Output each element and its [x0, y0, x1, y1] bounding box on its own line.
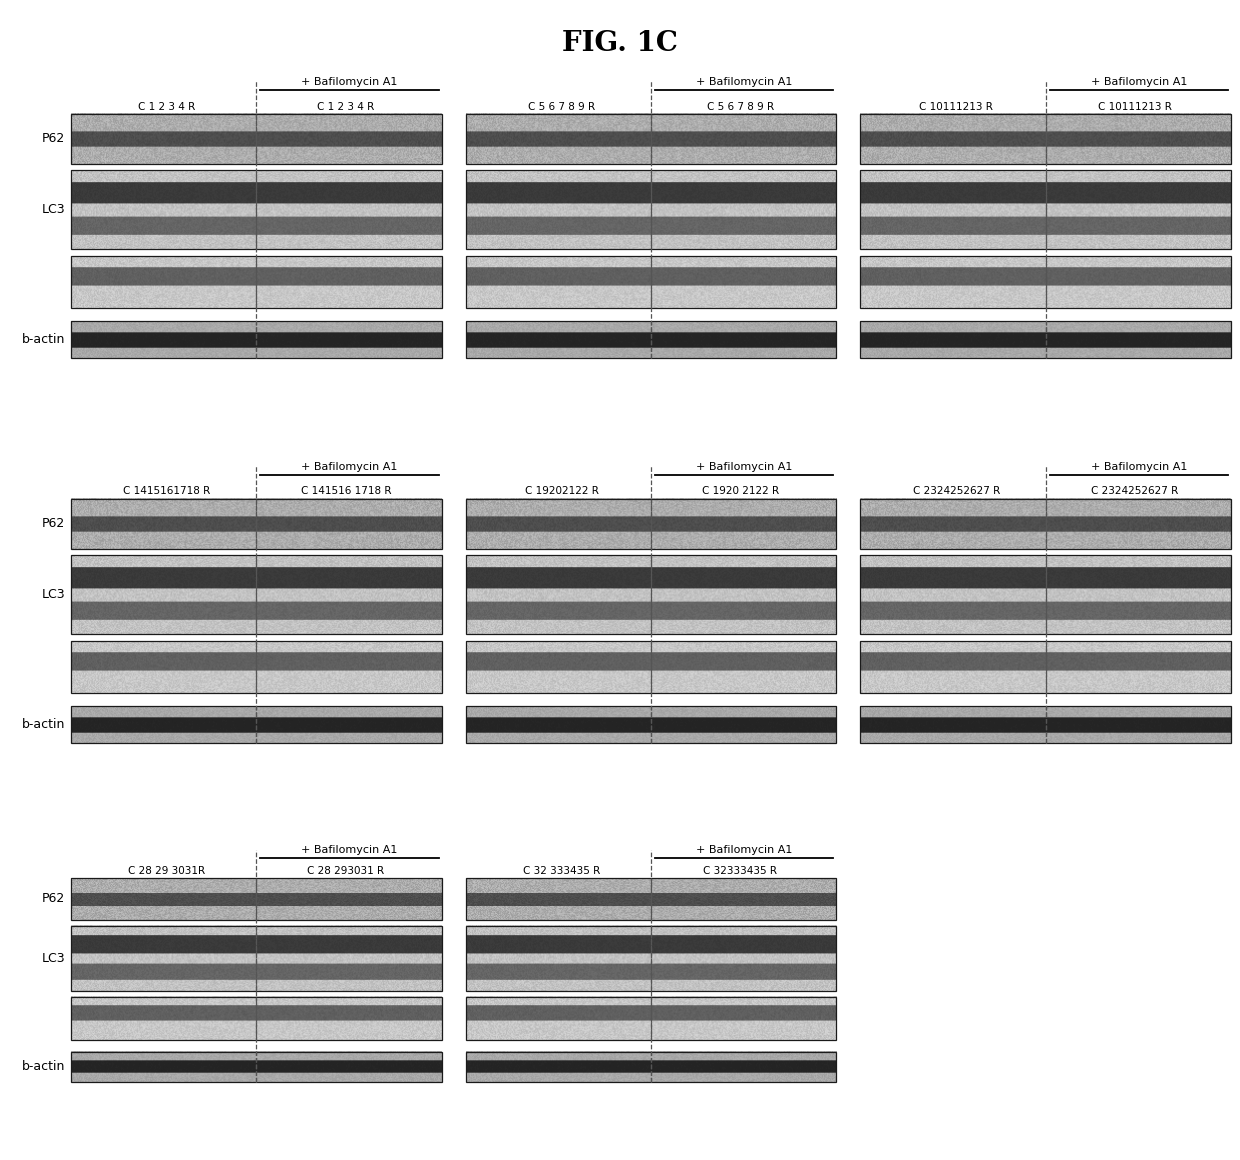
Bar	[466, 878, 836, 920]
Bar	[861, 256, 1231, 307]
Text: C 32333435 R: C 32333435 R	[703, 867, 777, 876]
Bar	[71, 996, 441, 1041]
Bar	[71, 499, 441, 549]
Bar	[861, 706, 1231, 744]
Bar	[71, 114, 441, 164]
Text: P62: P62	[42, 892, 64, 906]
Text: + Bafilomycin A1: + Bafilomycin A1	[301, 846, 398, 855]
Bar	[71, 256, 441, 307]
Bar	[71, 640, 441, 693]
Text: P62: P62	[42, 132, 64, 145]
Bar	[71, 171, 441, 249]
Bar	[861, 499, 1231, 549]
Text: + Bafilomycin A1: + Bafilomycin A1	[1091, 462, 1187, 472]
Bar	[71, 878, 441, 920]
Bar	[861, 171, 1231, 249]
Text: C 1920 2122 R: C 1920 2122 R	[702, 486, 779, 496]
Text: C 5 6 7 8 9 R: C 5 6 7 8 9 R	[528, 102, 595, 111]
Text: LC3: LC3	[41, 952, 64, 965]
Text: LC3: LC3	[41, 203, 64, 216]
Bar	[466, 706, 836, 744]
Text: + Bafilomycin A1: + Bafilomycin A1	[1091, 77, 1187, 87]
Bar	[71, 1052, 441, 1082]
Bar	[466, 556, 836, 635]
Text: LC3: LC3	[41, 588, 64, 601]
Bar	[466, 321, 836, 358]
Text: C 10111213 R: C 10111213 R	[919, 102, 993, 111]
Text: + Bafilomycin A1: + Bafilomycin A1	[301, 462, 398, 472]
Bar	[861, 640, 1231, 693]
Text: P62: P62	[42, 517, 64, 530]
Bar	[71, 556, 441, 635]
Text: + Bafilomycin A1: + Bafilomycin A1	[696, 462, 792, 472]
Bar	[466, 926, 836, 992]
Bar	[861, 114, 1231, 164]
Text: + Bafilomycin A1: + Bafilomycin A1	[696, 846, 792, 855]
Text: C 28 29 3031R: C 28 29 3031R	[128, 867, 206, 876]
Text: C 19202122 R: C 19202122 R	[525, 486, 599, 496]
Bar	[466, 640, 836, 693]
Bar	[466, 256, 836, 307]
Text: C 2324252627 R: C 2324252627 R	[913, 486, 999, 496]
Text: C 1 2 3 4 R: C 1 2 3 4 R	[317, 102, 374, 111]
Text: C 5 6 7 8 9 R: C 5 6 7 8 9 R	[707, 102, 774, 111]
Bar	[466, 171, 836, 249]
Bar	[466, 499, 836, 549]
Text: C 2324252627 R: C 2324252627 R	[1091, 486, 1179, 496]
Bar	[71, 926, 441, 992]
Text: C 32 333435 R: C 32 333435 R	[523, 867, 600, 876]
Bar	[861, 321, 1231, 358]
Bar	[466, 996, 836, 1041]
Bar	[71, 706, 441, 744]
Text: b-actin: b-actin	[21, 1060, 64, 1073]
Text: b-actin: b-actin	[21, 718, 64, 731]
Text: C 141516 1718 R: C 141516 1718 R	[300, 486, 391, 496]
Bar	[71, 321, 441, 358]
Text: C 10111213 R: C 10111213 R	[1099, 102, 1172, 111]
Text: C 28 293031 R: C 28 293031 R	[308, 867, 384, 876]
Text: + Bafilomycin A1: + Bafilomycin A1	[696, 77, 792, 87]
Text: + Bafilomycin A1: + Bafilomycin A1	[301, 77, 398, 87]
Text: C 1 2 3 4 R: C 1 2 3 4 R	[139, 102, 196, 111]
Text: b-actin: b-actin	[21, 333, 64, 346]
Bar	[466, 1052, 836, 1082]
Bar	[861, 556, 1231, 635]
Text: FIG. 1C: FIG. 1C	[562, 30, 678, 57]
Text: C 1415161718 R: C 1415161718 R	[123, 486, 211, 496]
Bar	[466, 114, 836, 164]
